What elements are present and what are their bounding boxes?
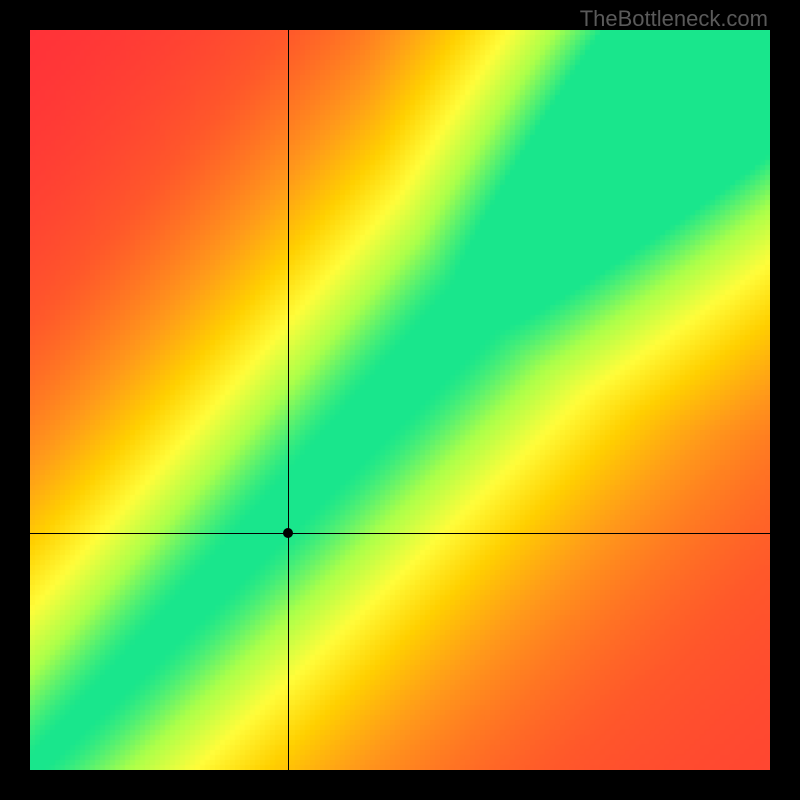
- bottleneck-heatmap: [30, 30, 770, 770]
- attribution-text: TheBottleneck.com: [580, 6, 768, 32]
- crosshair-vertical: [288, 30, 289, 770]
- crosshair-horizontal: [30, 533, 770, 534]
- selection-marker: [283, 528, 293, 538]
- heatmap-canvas: [30, 30, 770, 770]
